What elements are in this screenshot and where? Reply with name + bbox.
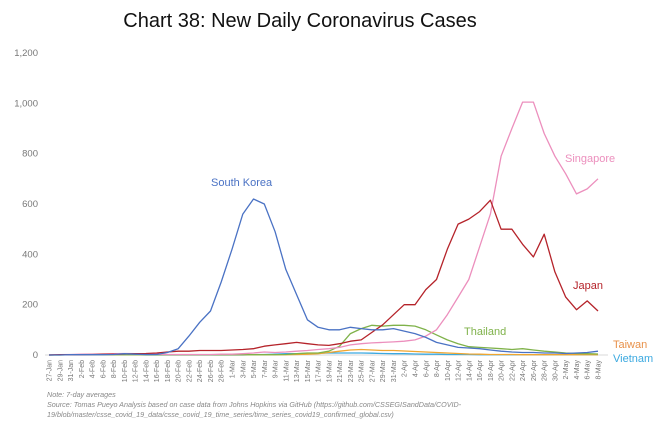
source-line-1: Source: Tomas Pueyo Analysis based on ca… xyxy=(47,400,462,409)
label-taiwan: Taiwan xyxy=(613,339,647,351)
x-tick-label: 4-May xyxy=(574,360,581,380)
label-japan: Japan xyxy=(573,280,603,292)
y-tick-label: 600 xyxy=(22,199,38,210)
x-tick-label: 11-Mar xyxy=(283,359,290,381)
note-text: Note: 7-day averages xyxy=(47,390,116,399)
series-line-japan xyxy=(48,199,599,356)
x-tick-label: 20-Apr xyxy=(499,359,506,381)
x-tick-label: 22-Apr xyxy=(509,359,516,381)
label-vietnam: Vietnam xyxy=(613,353,653,365)
y-tick-label: 1,200 xyxy=(14,48,38,59)
chart-title: Chart 38: New Daily Coronavirus Cases xyxy=(123,10,476,32)
x-tick-label: 9-Mar xyxy=(273,359,280,378)
x-tick-label: 28-Apr xyxy=(542,359,549,381)
x-tick-label: 8-May xyxy=(596,360,603,380)
series-line-thailand xyxy=(49,324,599,356)
x-tick-label: 30-Apr xyxy=(552,359,559,381)
series-lines xyxy=(48,101,599,356)
x-tick-label: 31-Jan xyxy=(68,360,75,382)
x-tick-label: 6-Feb xyxy=(100,360,107,378)
series-line-singapore xyxy=(48,101,599,356)
x-tick-label: 12-Feb xyxy=(133,360,140,382)
x-tick-label: 17-Mar xyxy=(316,359,323,382)
x-tick-label: 27-Jan xyxy=(47,360,54,382)
x-tick-label: 2-May xyxy=(563,360,570,380)
y-axis: 0 200 400 600 800 1,000 1,200 xyxy=(14,48,38,361)
x-tick-label: 18-Feb xyxy=(165,360,172,382)
label-singapore: Singapore xyxy=(565,153,615,165)
x-tick-label: 31-Mar xyxy=(391,359,398,382)
x-tick-label: 4-Feb xyxy=(90,360,97,378)
y-tick-label: 1,000 xyxy=(14,98,38,109)
x-tick-label: 6-May xyxy=(585,360,592,380)
label-thailand: Thailand xyxy=(464,326,506,338)
x-tick-label: 10-Feb xyxy=(122,360,129,382)
x-tick-label: 26-Feb xyxy=(208,360,215,382)
x-tick-label: 27-Mar xyxy=(369,359,376,382)
x-tick-label: 16-Feb xyxy=(154,360,161,382)
x-axis: 27-Jan 29-Jan 31-Jan 2-Feb 4-Feb 6-Feb 8-Feb 10… xyxy=(47,359,603,382)
x-tick-label: 8-Apr xyxy=(434,359,441,377)
x-tick-label: 5-Mar xyxy=(251,359,258,378)
x-tick-label: 2-Feb xyxy=(79,360,86,378)
y-tick-label: 0 xyxy=(33,350,38,361)
label-south-korea: South Korea xyxy=(211,177,273,189)
x-tick-label: 13-Mar xyxy=(294,359,301,382)
x-tick-label: 1-Mar xyxy=(230,359,237,378)
x-tick-label: 10-Apr xyxy=(445,359,452,381)
x-tick-label: 29-Jan xyxy=(57,360,64,382)
x-tick-label: 28-Feb xyxy=(219,360,226,382)
x-tick-label: 26-Apr xyxy=(531,359,538,381)
x-tick-label: 23-Mar xyxy=(348,359,355,382)
x-tick-label: 12-Apr xyxy=(456,359,463,381)
x-tick-label: 20-Feb xyxy=(176,360,183,382)
x-tick-label: 2-Apr xyxy=(402,359,409,377)
x-tick-label: 4-Apr xyxy=(413,359,420,377)
x-tick-label: 15-Mar xyxy=(305,359,312,382)
x-tick-label: 18-Apr xyxy=(488,359,495,381)
y-tick-label: 200 xyxy=(22,300,38,311)
x-tick-label: 29-Mar xyxy=(380,359,387,382)
series-line-south-korea xyxy=(49,198,599,356)
x-tick-label: 24-Apr xyxy=(520,359,527,381)
x-tick-label: 19-Mar xyxy=(326,359,333,382)
source-line-2: 19/blob/master/csse_covid_19_data/csse_c… xyxy=(47,410,394,419)
x-tick-label: 22-Feb xyxy=(186,360,193,382)
x-tick-label: 24-Feb xyxy=(197,360,204,382)
x-tick-label: 8-Feb xyxy=(111,360,118,378)
y-tick-label: 400 xyxy=(22,249,38,260)
x-tick-label: 25-Mar xyxy=(359,359,366,382)
x-tick-label: 7-Mar xyxy=(262,359,269,378)
x-tick-label: 14-Feb xyxy=(143,360,150,382)
x-tick-label: 21-Mar xyxy=(337,359,344,382)
y-tick-label: 800 xyxy=(22,149,38,160)
x-tick-label: 3-Mar xyxy=(240,359,247,378)
x-tick-label: 16-Apr xyxy=(477,359,484,381)
x-tick-label: 14-Apr xyxy=(466,359,473,381)
x-tick-label: 6-Apr xyxy=(423,359,430,377)
